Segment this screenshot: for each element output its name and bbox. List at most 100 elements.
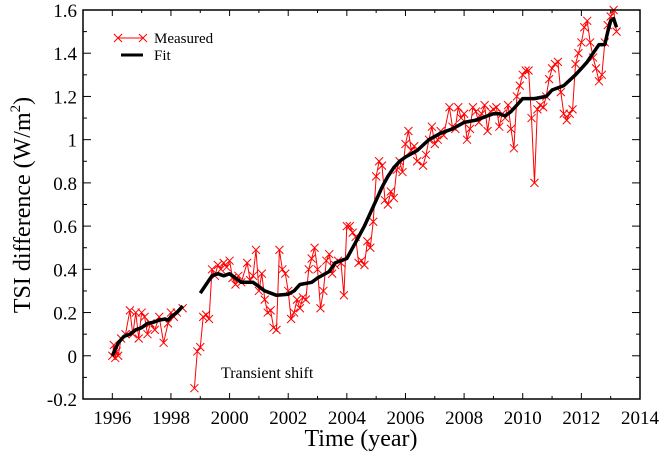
measured-point	[143, 329, 152, 339]
measured-point	[257, 269, 267, 279]
legend: Measured Fit	[113, 31, 214, 64]
measured-point	[503, 100, 513, 110]
measured-point	[597, 70, 607, 80]
measured-point	[585, 38, 595, 47]
series-measured	[107, 5, 621, 393]
measured-point	[533, 105, 542, 114]
y-tick-label: 1	[68, 131, 78, 152]
measured-point	[521, 66, 531, 75]
measured-point	[579, 22, 589, 32]
measured-point	[459, 109, 469, 119]
legend-measured-label: Measured	[154, 31, 214, 47]
x-axis-title: Time (year)	[304, 426, 417, 452]
measured-point	[377, 161, 387, 170]
y-tick-label: 1.4	[53, 44, 77, 65]
measured-point	[389, 193, 399, 203]
y-axis-title-main: TSI difference (W/m	[10, 112, 36, 313]
x-tick-label: 1998	[152, 408, 190, 429]
measured-point	[398, 167, 407, 177]
measured-point	[374, 156, 384, 166]
x-tick-label: 2002	[269, 408, 307, 429]
measured-point	[339, 290, 349, 300]
measured-point	[565, 109, 574, 119]
measured-point	[468, 102, 478, 112]
y-axis-title-group: TSI difference (W/m2)	[8, 97, 36, 313]
measured-point	[275, 245, 284, 255]
measured-point	[568, 105, 577, 114]
measured-point	[518, 70, 528, 80]
measured-point	[295, 303, 305, 313]
measured-point	[404, 126, 413, 136]
measured-point	[574, 48, 583, 58]
measured-point	[562, 115, 572, 125]
measured-point	[321, 256, 331, 266]
measured-point	[524, 66, 533, 75]
measured-point	[506, 124, 516, 134]
measured-point	[360, 260, 369, 270]
measured-point	[324, 249, 334, 259]
measured-point	[368, 217, 378, 227]
y-axis-title-close: )	[10, 97, 36, 105]
plot-frame	[82, 9, 641, 400]
y-tick-label: 0.4	[53, 260, 77, 281]
measured-point	[363, 236, 372, 246]
measured-point	[307, 254, 317, 263]
measured-point	[289, 308, 299, 317]
measured-point	[225, 256, 234, 266]
measured-point	[445, 102, 454, 112]
measured-point	[462, 135, 472, 145]
measured-point	[204, 314, 214, 324]
measured-point	[427, 122, 437, 132]
measured-point	[594, 76, 604, 86]
measured-point	[577, 38, 586, 47]
measured-point	[483, 126, 492, 136]
measured-point	[348, 228, 358, 237]
measured-point	[571, 59, 580, 69]
legend-fit-label: Fit	[154, 48, 172, 64]
measured-point	[150, 325, 160, 335]
fit-line	[198, 16, 619, 298]
measured-point	[213, 260, 223, 270]
x-tick-label: 2006	[386, 408, 424, 429]
measured-point	[272, 325, 281, 335]
measured-point	[207, 264, 217, 274]
series-fit	[110, 16, 619, 357]
x-tick-label: 2010	[504, 408, 542, 429]
measured-point	[195, 342, 205, 352]
ticks-layer: 1996 1998 2000 2002 2004 2006 2008 2010 2012 2014…	[47, 1, 660, 429]
legend-measured-marker-icon	[113, 33, 148, 43]
measured-point	[190, 383, 199, 393]
measured-point	[304, 264, 314, 274]
measured-point	[421, 150, 431, 160]
measured-point	[280, 269, 290, 279]
series-layer	[107, 5, 621, 393]
measured-point	[310, 243, 319, 253]
measured-point	[612, 27, 621, 36]
measured-point	[515, 81, 525, 90]
measured-point	[412, 156, 422, 166]
measured-point	[137, 308, 146, 317]
y-tick-label: 0	[68, 347, 78, 368]
measured-point	[159, 338, 168, 348]
y-tick-label: -0.2	[47, 390, 77, 411]
measured-point	[277, 264, 287, 274]
measured-point	[242, 258, 252, 268]
measured-point	[251, 245, 261, 255]
measured-point	[386, 187, 396, 196]
measured-point	[430, 139, 440, 149]
measured-point	[544, 74, 554, 84]
y-tick-label: 0.6	[53, 217, 77, 238]
measured-point	[125, 306, 135, 315]
measured-point	[134, 334, 144, 343]
measured-point	[530, 178, 539, 188]
measured-point	[365, 243, 375, 253]
measured-point	[292, 295, 302, 304]
measured-point	[371, 172, 381, 181]
y-tick-label: 0.8	[53, 174, 77, 195]
measured-point	[418, 161, 428, 170]
measured-point	[222, 262, 232, 272]
annotation-transient-shift: Transient shift	[221, 365, 314, 382]
measured-point	[582, 16, 592, 26]
measured-point	[471, 107, 481, 116]
